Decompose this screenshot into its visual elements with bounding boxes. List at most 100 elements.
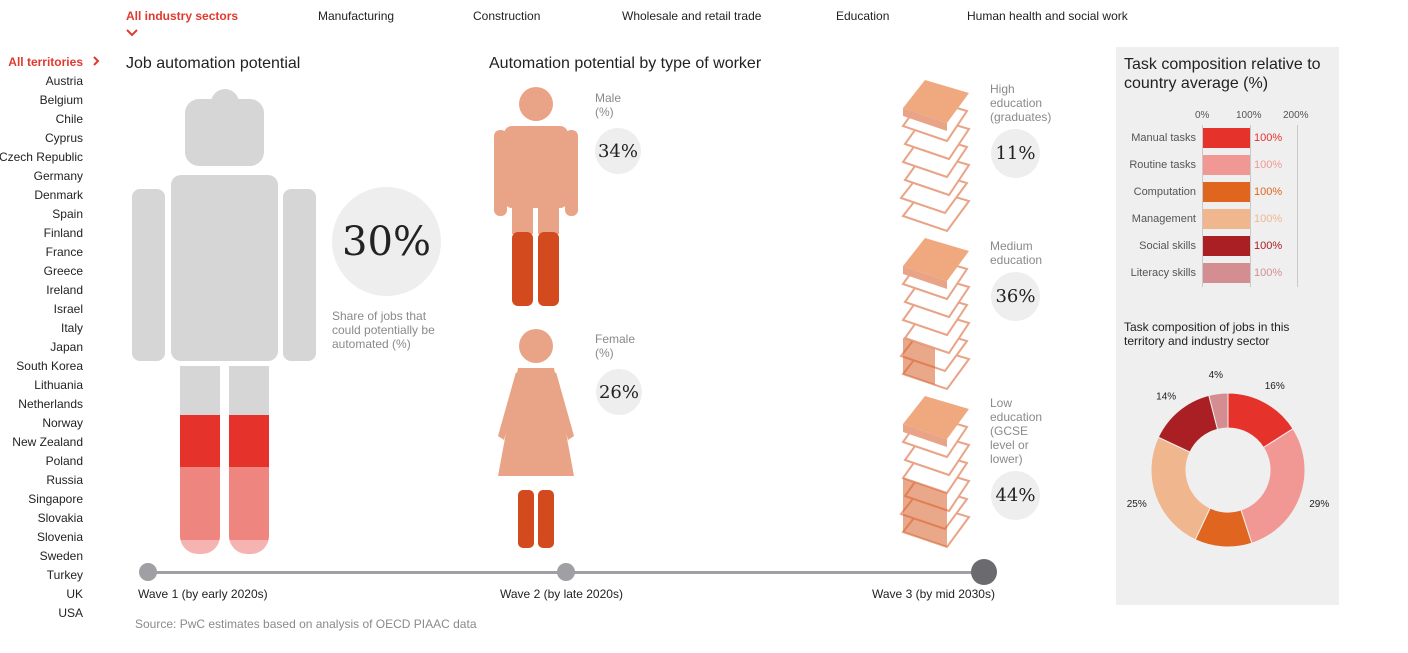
wave-2-handle[interactable]	[557, 563, 575, 581]
territory-item[interactable]: All territories	[8, 55, 83, 69]
task-row-value: 100%	[1254, 132, 1283, 144]
territory-item[interactable]: Netherlands	[18, 397, 83, 411]
job-automation-caption: Share of jobs that could potentially be …	[332, 309, 435, 351]
axis-line-100	[1250, 125, 1251, 287]
tab-all-industry-sectors[interactable]: All industry sectors	[126, 9, 239, 23]
territory-item[interactable]: USA	[58, 606, 83, 620]
high-education-label: High education (graduates)	[990, 82, 1052, 124]
axis-line-200	[1297, 125, 1298, 287]
male-figure-icon	[494, 87, 578, 306]
female-label: Female (%)	[595, 332, 636, 360]
donut-title: Task composition of jobs in this territor…	[1124, 320, 1290, 348]
territory-item[interactable]: Belgium	[39, 93, 83, 107]
by-worker-title: Automation potential by type of worker	[489, 55, 762, 72]
axis-200: 200%	[1283, 110, 1309, 121]
task-panel-title: Task composition relative to country aver…	[1124, 56, 1321, 92]
chevron-down-icon[interactable]	[125, 27, 139, 39]
task-row-label: Manual tasks	[1131, 132, 1196, 144]
tab-education[interactable]: Education	[836, 9, 890, 23]
high-education-value: 11%	[991, 129, 1040, 178]
donut-slice	[1240, 428, 1306, 544]
territory-item[interactable]: France	[45, 245, 83, 259]
territory-item[interactable]: Turkey	[46, 568, 83, 582]
territory-item[interactable]: Czech Republic	[0, 150, 83, 164]
wave-3-handle[interactable]	[971, 559, 997, 585]
territory-item[interactable]: New Zealand	[12, 435, 83, 449]
male-label: Male (%)	[595, 91, 622, 119]
donut-slice	[1208, 392, 1229, 430]
chevron-right-icon[interactable]	[91, 55, 101, 67]
wave-1-label[interactable]: Wave 1 (by early 2020s)	[138, 587, 268, 601]
medium-education-label: Medium education	[990, 239, 1043, 267]
task-row-label: Literacy skills	[1130, 267, 1196, 279]
territory-item[interactable]: Russia	[46, 473, 83, 487]
figure-head	[185, 99, 264, 166]
task-row-bar	[1203, 128, 1250, 148]
task-row-value: 100%	[1254, 186, 1283, 198]
task-row-bar	[1203, 263, 1250, 283]
territory-item[interactable]: Slovakia	[37, 511, 83, 525]
territory-item[interactable]: Spain	[52, 207, 83, 221]
low-education-label: Low education (GCSE level or lower)	[990, 396, 1043, 466]
tab-wholesale-retail[interactable]: Wholesale and retail trade	[622, 9, 762, 23]
territory-item[interactable]: Chile	[55, 112, 83, 126]
territory-item[interactable]: Sweden	[39, 549, 83, 563]
tab-manufacturing[interactable]: Manufacturing	[318, 9, 395, 23]
territory-item[interactable]: Ireland	[46, 283, 83, 297]
territory-item[interactable]: UK	[66, 587, 83, 601]
wave-3-label[interactable]: Wave 3 (by mid 2030s)	[872, 587, 995, 601]
donut-label: 29%	[1309, 499, 1329, 510]
book-stack-medium-icon	[899, 238, 971, 391]
figure-torso	[171, 175, 278, 361]
low-education-value: 44%	[991, 471, 1040, 520]
task-row-bar	[1203, 209, 1250, 229]
territory-item[interactable]: Singapore	[28, 492, 83, 506]
task-row-label: Social skills	[1139, 240, 1196, 252]
territory-item[interactable]: Norway	[42, 416, 83, 430]
donut-label: 16%	[1265, 381, 1285, 392]
territory-item[interactable]: Finland	[43, 226, 83, 240]
female-value: 26%	[596, 369, 642, 415]
task-row-value: 100%	[1254, 213, 1283, 225]
task-composition-donut: 16%29%12%25%14%4%	[1127, 370, 1329, 548]
territory-item[interactable]: Israel	[53, 302, 83, 316]
task-composition-panel: Task composition relative to country aver…	[1116, 47, 1339, 605]
axis-0: 0%	[1195, 110, 1210, 121]
figure-right-leg	[229, 366, 269, 554]
territory-item[interactable]: Japan	[50, 340, 83, 354]
task-row-bar	[1203, 182, 1250, 202]
tab-construction[interactable]: Construction	[473, 9, 541, 23]
male-value: 34%	[595, 128, 641, 174]
territory-item[interactable]: Poland	[45, 454, 83, 468]
territory-item[interactable]: South Korea	[16, 359, 83, 373]
territory-item[interactable]: Denmark	[34, 188, 83, 202]
wave-2-label[interactable]: Wave 2 (by late 2020s)	[500, 587, 623, 601]
figure-left-leg	[180, 366, 220, 554]
territory-item[interactable]: Slovenia	[36, 530, 83, 544]
territory-item[interactable]: Lithuania	[34, 378, 83, 392]
territory-item[interactable]: Italy	[60, 321, 83, 335]
territory-item[interactable]: Germany	[33, 169, 83, 183]
axis-100: 100%	[1236, 110, 1262, 121]
territory-item[interactable]: Greece	[43, 264, 83, 278]
book-stack-high-icon	[899, 80, 971, 233]
tab-health-social[interactable]: Human health and social work	[967, 9, 1128, 23]
axis-line-0	[1202, 125, 1203, 287]
donut-label: 25%	[1127, 499, 1147, 510]
territory-item[interactable]: Austria	[45, 74, 83, 88]
book-stack-low-icon	[899, 396, 971, 549]
task-row-value: 100%	[1254, 159, 1283, 171]
female-figure-icon	[498, 329, 574, 548]
wave-1-handle[interactable]	[139, 563, 157, 581]
task-row-value: 100%	[1254, 240, 1283, 252]
figure-right-arm	[283, 189, 316, 361]
task-row-label: Management	[1131, 213, 1196, 225]
territory-item[interactable]: Cyprus	[44, 131, 83, 145]
source-note: Source: PwC estimates based on analysis …	[135, 617, 477, 631]
donut-label: 4%	[1209, 370, 1224, 381]
donut-label: 14%	[1156, 391, 1176, 402]
medium-education-value: 36%	[991, 272, 1040, 321]
job-automation-value: 30%	[332, 187, 441, 296]
task-row-bar	[1203, 155, 1250, 175]
task-row-value: 100%	[1254, 267, 1283, 279]
